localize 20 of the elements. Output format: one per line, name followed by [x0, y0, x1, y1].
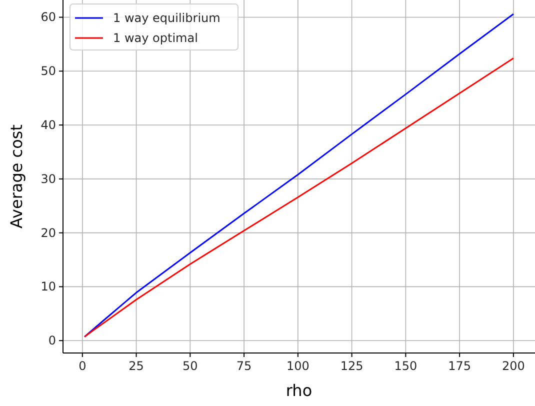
x-tick-label: 0 [78, 359, 86, 373]
x-tick-label: 75 [236, 359, 252, 373]
y-tick-label: 0 [48, 334, 56, 348]
legend-label: 1 way optimal [113, 31, 198, 45]
y-axis-title: Average cost [7, 124, 26, 228]
x-tick-label: 200 [502, 359, 525, 373]
y-tick-label: 20 [40, 226, 56, 240]
x-tick-label: 150 [394, 359, 418, 373]
y-tick-label: 30 [40, 172, 56, 186]
x-tick-label: 50 [182, 359, 198, 373]
y-tick-label: 50 [40, 64, 56, 78]
x-tick-label: 125 [340, 359, 364, 373]
y-tick-label: 10 [40, 280, 56, 294]
x-tick-label: 175 [448, 359, 472, 373]
legend-label: 1 way equilibrium [113, 11, 220, 25]
y-tick-label: 60 [40, 10, 56, 24]
y-tick-label: 40 [40, 118, 56, 132]
x-tick-label: 100 [286, 359, 310, 373]
x-tick-label: 25 [128, 359, 144, 373]
x-axis-title: rho [286, 381, 312, 400]
